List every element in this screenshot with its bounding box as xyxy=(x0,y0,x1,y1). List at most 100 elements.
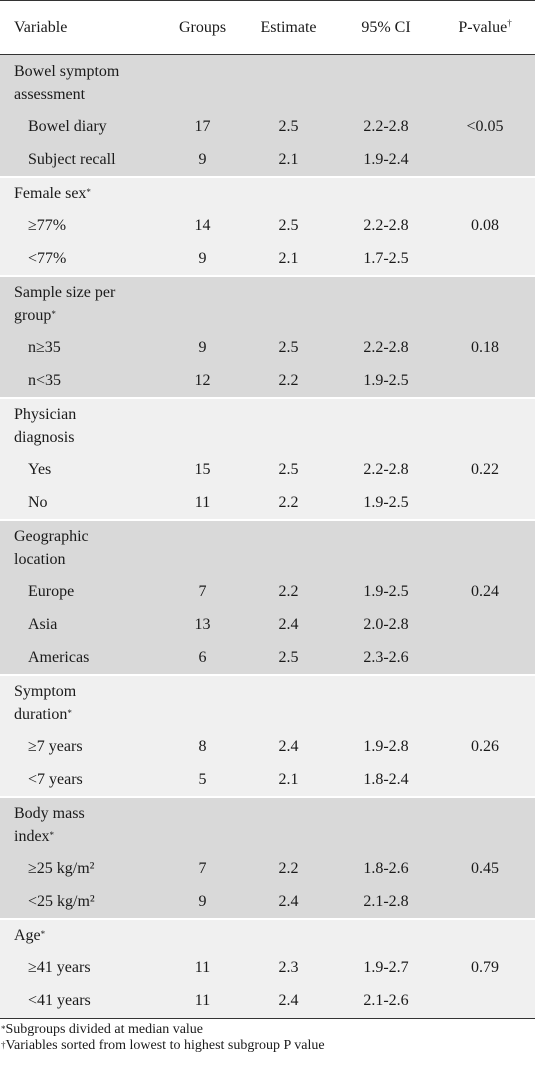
section-header-row: Geographic location xyxy=(0,518,535,576)
subgroup-label: ≥7 years xyxy=(28,738,83,755)
subgroup-label: ≥25 kg/m² xyxy=(28,860,95,877)
groups-cell: 13 xyxy=(194,616,211,633)
groups-cell: 7 xyxy=(198,583,207,600)
section-title-line: assessment xyxy=(14,85,86,103)
estimate-cell: 2.5 xyxy=(278,339,299,356)
subgroup-label: ≥77% xyxy=(28,217,67,234)
estimate-cell: 2.4 xyxy=(278,616,299,633)
column-header-groups: Groups xyxy=(165,0,240,55)
footnote-mark: † xyxy=(1,1039,6,1050)
ci-cell: 1.9-2.4 xyxy=(363,150,409,168)
subgroup-label: Europe xyxy=(28,583,75,600)
ci-cell: 1.8-2.6 xyxy=(363,860,409,877)
column-header-pvalue: P-value† xyxy=(435,0,535,55)
section-header-row: Female sex* xyxy=(0,175,535,210)
table-row: ≥7 years 8 2.4 1.9-2.8 0.26 xyxy=(0,730,535,764)
ci-cell: 2.2-2.8 xyxy=(363,217,409,234)
groups-cell: 15 xyxy=(194,461,211,478)
ci-cell: 1.8-2.4 xyxy=(363,770,409,788)
table-row: Subject recall 9 2.1 1.9-2.4 xyxy=(0,143,535,177)
pvalue-cell xyxy=(435,365,535,398)
pvalue-cell: 0.08 xyxy=(471,217,499,234)
footnote-text: Subgroups divided at median value xyxy=(5,1021,204,1037)
ci-cell: 2.1-2.8 xyxy=(363,892,409,910)
footnote-median: *Subgroups divided at median value xyxy=(1,1022,535,1038)
section-header-row: Age* xyxy=(0,917,535,952)
section-header-row: Physician diagnosis xyxy=(0,396,535,454)
table-row: ≥77% 14 2.5 2.2-2.8 0.08 xyxy=(0,209,535,243)
section-title-line: Physician xyxy=(14,406,77,423)
column-header-estimate: Estimate xyxy=(240,0,337,55)
section-title-mark: * xyxy=(40,929,46,939)
estimate-cell: 2.5 xyxy=(278,648,299,666)
section-title-line: Bowel symptom xyxy=(14,62,120,80)
groups-cell: 11 xyxy=(194,959,211,976)
subgroup-label: Asia xyxy=(28,616,58,633)
table-body: Bowel symptom assessment Bowel diary 17 2.5 2… xyxy=(0,54,535,1018)
section-title-line: Sample size per xyxy=(14,284,116,301)
groups-cell: 7 xyxy=(198,860,207,877)
groups-cell: 11 xyxy=(194,493,211,511)
pvalue-cell xyxy=(435,764,535,797)
table-row: Yes 15 2.5 2.2-2.8 0.22 xyxy=(0,453,535,487)
section-title-line: group xyxy=(14,307,52,324)
footnote-text: Variables sorted from lowest to highest … xyxy=(5,1037,325,1053)
footnote-mark: * xyxy=(1,1023,6,1034)
table-row: Asia 13 2.4 2.0-2.8 xyxy=(0,608,535,642)
section-header-row: Sample size per group* xyxy=(0,274,535,332)
subgroup-label: Bowel diary xyxy=(28,118,107,135)
ci-cell: 2.2-2.8 xyxy=(363,339,409,356)
section-title: Body mass index* xyxy=(0,795,535,853)
section-title-line: index xyxy=(14,828,50,845)
ci-cell: 1.7-2.5 xyxy=(363,249,409,267)
section-title: Bowel symptom assessment xyxy=(0,55,535,111)
ci-cell: 1.9-2.5 xyxy=(363,583,409,600)
table-row: <7 years 5 2.1 1.8-2.4 xyxy=(0,763,535,797)
pvalue-header-mark: † xyxy=(507,17,512,28)
estimate-cell: 2.1 xyxy=(278,150,299,168)
pvalue-cell: 0.26 xyxy=(471,738,499,755)
pvalue-cell: 0.24 xyxy=(471,583,499,600)
groups-cell: 12 xyxy=(194,371,211,389)
groups-cell: 9 xyxy=(198,150,207,168)
subgroup-label: <41 years xyxy=(28,992,91,1009)
section-title-mark: * xyxy=(51,309,56,319)
groups-cell: 8 xyxy=(198,738,207,755)
table-row: Europe 7 2.2 1.9-2.5 0.24 xyxy=(0,575,535,609)
estimate-cell: 2.3 xyxy=(278,959,299,976)
estimate-cell: 2.1 xyxy=(278,249,299,267)
section-title-line: Age xyxy=(14,927,41,944)
subgroup-label: Subject recall xyxy=(28,150,116,168)
section-title: Symptom duration* xyxy=(0,673,535,731)
subgroup-label: No xyxy=(28,493,48,511)
table-header: Variable Groups Estimate 95% CI P-value† xyxy=(0,0,535,55)
section-title-line: location xyxy=(14,551,66,568)
ci-cell: 2.1-2.6 xyxy=(363,992,409,1009)
pvalue-cell xyxy=(435,243,535,276)
section-title-line: Symptom xyxy=(14,683,77,700)
ci-cell: 1.9-2.7 xyxy=(363,959,409,976)
section-title-mark: * xyxy=(86,187,91,197)
table-footnotes: *Subgroups divided at median value †Vari… xyxy=(0,1017,535,1054)
subgroup-label: <7 years xyxy=(28,770,83,788)
ci-cell: 2.3-2.6 xyxy=(363,648,409,666)
ci-cell: 2.2-2.8 xyxy=(363,118,409,135)
table-row: <41 years 11 2.4 2.1-2.6 xyxy=(0,984,535,1018)
groups-cell: 14 xyxy=(194,217,211,234)
ci-cell: 2.0-2.8 xyxy=(363,616,409,633)
estimate-cell: 2.2 xyxy=(278,371,299,389)
ci-cell: 1.9-2.5 xyxy=(363,371,409,389)
pvalue-cell xyxy=(435,985,535,1018)
section-title-mark: * xyxy=(49,830,55,840)
pvalue-cell xyxy=(435,487,535,520)
estimate-cell: 2.4 xyxy=(278,892,299,910)
estimate-cell: 2.1 xyxy=(278,770,299,788)
estimate-cell: 2.5 xyxy=(278,461,299,478)
table-row: n<35 12 2.2 1.9-2.5 xyxy=(0,364,535,398)
estimate-cell: 2.4 xyxy=(278,738,299,755)
section-title: Physician diagnosis xyxy=(0,396,535,454)
table-row: ≥25 kg/m² 7 2.2 1.8-2.6 0.45 xyxy=(0,852,535,886)
pvalue-cell: <0.05 xyxy=(466,118,504,135)
estimate-cell: 2.4 xyxy=(278,992,299,1009)
